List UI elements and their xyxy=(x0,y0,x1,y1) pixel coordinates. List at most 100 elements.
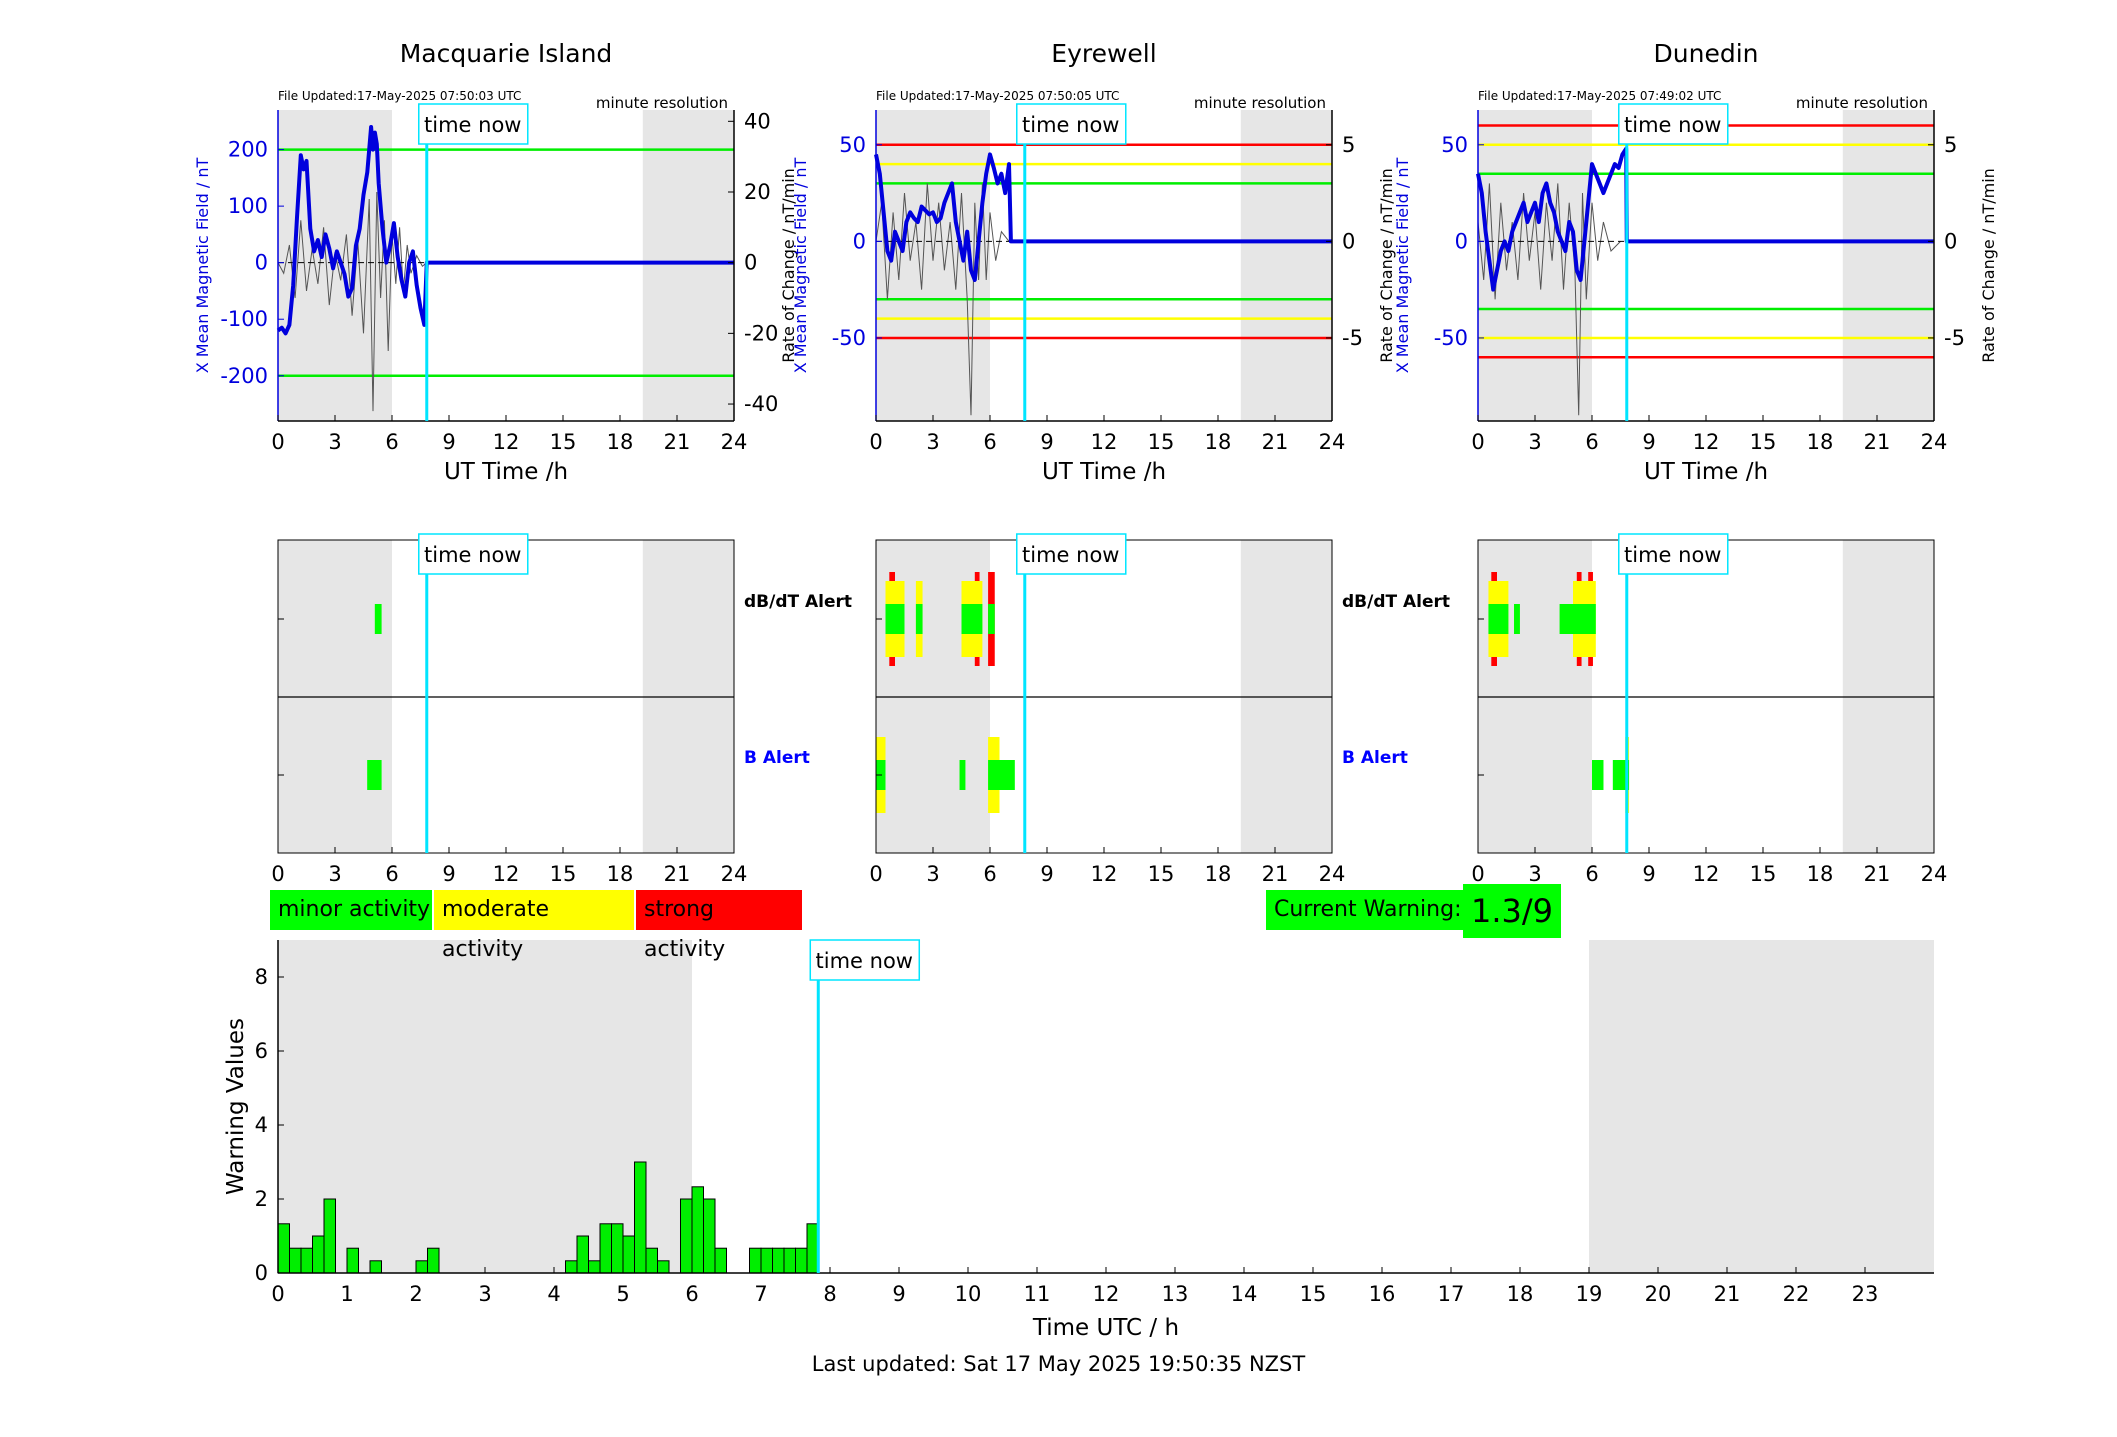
alert-strip-0-xtick-label: 12 xyxy=(493,862,520,886)
station-0-ylabel-right: Rate of Change / nT/min xyxy=(779,168,798,363)
station-0-ytick-left-label: 100 xyxy=(228,194,268,218)
alert-strip-1-dbdt-bar-core-2 xyxy=(915,604,923,634)
station-1-title: Eyrewell xyxy=(1051,39,1156,68)
station-2-ytick-left-label: 0 xyxy=(1455,229,1468,253)
station-1-ytick-left-label: -50 xyxy=(832,326,866,350)
station-2-xtick-label: 9 xyxy=(1642,430,1655,454)
warning-values-bar-1 xyxy=(289,1247,302,1274)
station-2-field-series xyxy=(1476,146,1934,292)
warning-values-bar-23 xyxy=(760,1247,774,1274)
warning-values-xtick-label: 4 xyxy=(547,1282,560,1306)
alert-strip-0-xtick-label: 21 xyxy=(664,862,691,886)
alert-strip-2-b-bar-core-1 xyxy=(1612,760,1629,790)
station-1-night-shade-0 xyxy=(876,110,990,421)
station-1-ytick-right-label: -5 xyxy=(1342,326,1363,350)
legend-minor-label: minor activity xyxy=(278,897,431,922)
station-0-xtick-label: 3 xyxy=(328,430,341,454)
station-0-ytick-left-label: -200 xyxy=(220,364,268,388)
warning-values-bar-18 xyxy=(679,1198,693,1274)
station-1-ytick-left-label: 50 xyxy=(839,133,866,157)
alert-strip-0-xtick-label: 9 xyxy=(442,862,455,886)
station-0-xtick-label: 15 xyxy=(550,430,577,454)
station-2-xtick-label: 12 xyxy=(1693,430,1720,454)
warning-values-bar-26 xyxy=(795,1247,808,1274)
warning-values-xtick-label: 3 xyxy=(478,1282,491,1306)
warning-values-bar-5 xyxy=(346,1247,360,1274)
station-1-ytick-left-label: 0 xyxy=(853,229,866,253)
station-0-ytick-left-label: -100 xyxy=(220,307,268,331)
warning-values-xtick-label: 7 xyxy=(754,1282,767,1306)
station-2-xtick-label: 24 xyxy=(1921,430,1948,454)
station-0-xtick-label: 24 xyxy=(721,430,748,454)
station-2-ytick-left-label: 50 xyxy=(1441,133,1468,157)
station-2-xtick-label: 21 xyxy=(1864,430,1891,454)
station-0-ytick-right-label: -20 xyxy=(744,321,778,345)
alert-strip-2-xtick-label: 24 xyxy=(1921,862,1948,886)
alert-strip-2-dbdt-bar-core-1 xyxy=(1491,604,1497,634)
station-1-ylabel-right: Rate of Change / nT/min xyxy=(1377,168,1396,363)
alert-strip-1-time-now-box xyxy=(1016,533,1127,575)
station-2-ylabel-left: X Mean Magnetic Field / nT xyxy=(1393,158,1412,374)
warning-values-ytick-label: 2 xyxy=(255,1187,268,1211)
warning-values-bar-4 xyxy=(323,1198,337,1274)
warning-values-bar-16 xyxy=(645,1247,658,1274)
alert-strip-0-b-bar-core-0 xyxy=(367,760,382,790)
warning-values-xtick-label: 14 xyxy=(1231,1282,1258,1306)
alert-strip-1-row-label-b: B Alert xyxy=(1342,748,1408,768)
warning-values-xtick-label: 21 xyxy=(1714,1282,1741,1306)
station-2-xtick-label: 0 xyxy=(1471,430,1484,454)
station-0-ytick-right-label: 40 xyxy=(744,109,771,133)
warning-values-xtick-label: 8 xyxy=(823,1282,836,1306)
alert-strip-2-dbdt-bar-core-2 xyxy=(1514,604,1520,634)
warning-values-xtick-label: 19 xyxy=(1576,1282,1603,1306)
station-0-xtick-label: 9 xyxy=(442,430,455,454)
alert-strip-1-b-bar-core-1 xyxy=(959,760,966,790)
alert-strip-2-xtick-label: 6 xyxy=(1585,862,1598,886)
alert-strip-1-xtick-label: 12 xyxy=(1091,862,1118,886)
station-1-ytick-right-label: 5 xyxy=(1342,133,1355,157)
alert-strip-1-xtick-label: 18 xyxy=(1205,862,1232,886)
station-0-title: Macquarie Island xyxy=(400,39,613,68)
warning-values-xtick-label: 23 xyxy=(1852,1282,1879,1306)
station-0-ytick-left-label: 0 xyxy=(255,251,268,275)
warning-values-bar-14 xyxy=(622,1235,636,1274)
warning-values-bar-15 xyxy=(634,1161,647,1274)
alert-strip-2-dbdt-bar-core-5 xyxy=(1576,604,1582,634)
alert-strip-2-xtick-label: 15 xyxy=(1750,862,1777,886)
alert-strip-0-time-now-box xyxy=(418,533,529,575)
alert-strip-0-row-label-dbdt: dB/dT Alert xyxy=(744,592,852,612)
station-1-xtick-label: 21 xyxy=(1262,430,1289,454)
station-1-xtick-label: 3 xyxy=(926,430,939,454)
alert-strip-0-xtick-label: 3 xyxy=(328,862,341,886)
station-0-time-now-box xyxy=(418,103,529,145)
station-2-resolution: minute resolution xyxy=(1796,94,1928,112)
station-0-xlabel: UT Time /h xyxy=(444,459,568,485)
alert-strip-2-xtick-label: 21 xyxy=(1864,862,1891,886)
warning-values-xtick-label: 16 xyxy=(1369,1282,1396,1306)
warning-values-xtick-label: 20 xyxy=(1645,1282,1672,1306)
station-0-xtick-label: 0 xyxy=(271,430,284,454)
station-2-night-shade-1 xyxy=(1842,110,1934,421)
warning-values-xtick-label: 0 xyxy=(271,1282,284,1306)
warning-values-time-now-label: time now xyxy=(816,949,913,973)
station-0-ytick-right-label: 0 xyxy=(744,251,757,275)
alert-strip-1-xtick-label: 3 xyxy=(926,862,939,886)
warning-values-bar-20 xyxy=(703,1198,716,1274)
alert-strip-2-xtick-label: 9 xyxy=(1642,862,1655,886)
warning-values-xtick-label: 5 xyxy=(616,1282,629,1306)
station-2-ylabel-right: Rate of Change / nT/min xyxy=(1979,168,1998,363)
warning-values-bar-24 xyxy=(772,1247,785,1274)
last-updated: Last updated: Sat 17 May 2025 19:50:35 N… xyxy=(811,1352,1306,1376)
warning-values-night-shade-0 xyxy=(278,940,692,1273)
alert-strip-1-row-label-dbdt: dB/dT Alert xyxy=(1342,592,1450,612)
alert-strip-2-xtick-label: 12 xyxy=(1693,862,1720,886)
current-warning-text: Current Warning: xyxy=(1274,897,1462,922)
alert-strip-0-xtick-label: 0 xyxy=(271,862,284,886)
warning-values-xtick-label: 18 xyxy=(1507,1282,1534,1306)
station-0-time-now-label: time now xyxy=(424,113,521,137)
warning-values-bar-0 xyxy=(277,1223,291,1274)
warning-values-ytick-label: 0 xyxy=(255,1261,268,1285)
legend-moderate-label: moderate activity xyxy=(442,897,550,962)
station-1-xtick-label: 0 xyxy=(869,430,882,454)
